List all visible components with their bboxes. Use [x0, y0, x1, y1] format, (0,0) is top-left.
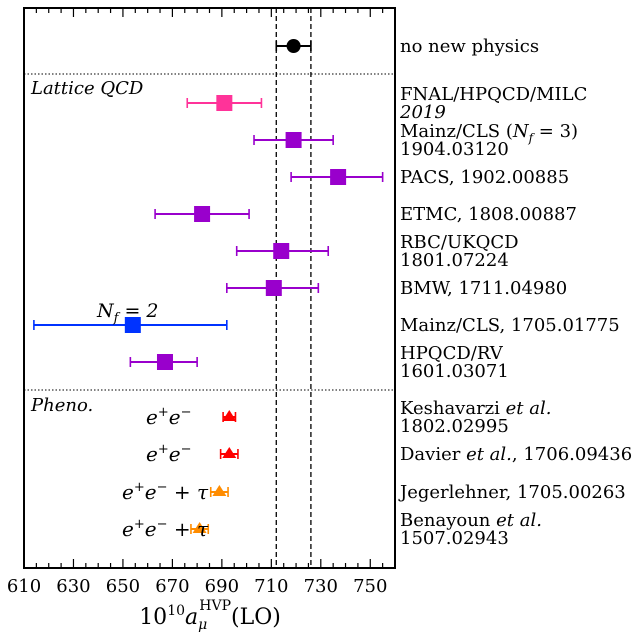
- series-note: Nf = 2: [96, 300, 159, 326]
- data-point: [235, 243, 330, 259]
- entry-label: Mainz/CLS (Nf = 3)1904.03120: [400, 121, 578, 160]
- entry-label: Jegerlehner, 1705.00263: [398, 482, 626, 503]
- entry-label-line1: FNAL/HPQCD/MILC: [400, 84, 587, 105]
- data-point: [129, 354, 198, 370]
- entry-label-line2: 1904.03120: [400, 139, 509, 160]
- triangle-marker: [222, 447, 237, 458]
- entry-label-line1: Benayoun et al.: [400, 510, 542, 531]
- square-marker: [273, 243, 290, 259]
- entry-label: Mainz/CLS, 1705.01775: [400, 315, 620, 336]
- square-marker: [216, 95, 233, 111]
- x-tick-label: 630: [56, 576, 90, 597]
- entry-label: Davier et al., 1706.09436: [400, 444, 632, 465]
- entry-label: Benayoun et al.1507.02943: [400, 510, 542, 549]
- square-marker: [124, 317, 141, 333]
- data-point: [290, 169, 384, 185]
- section-label: Pheno.: [30, 395, 93, 416]
- data-point: Nf = 2: [33, 300, 228, 333]
- x-tick-label: 710: [254, 576, 288, 597]
- triangle-marker: [222, 410, 237, 421]
- entry-label: ETMC, 1808.00887: [400, 204, 577, 225]
- data-point: [154, 206, 250, 222]
- data-point: [275, 39, 312, 53]
- data-point: e+e−: [146, 442, 239, 466]
- circle-marker: [286, 39, 301, 53]
- entry-label-line1: PACS, 1902.00885: [400, 167, 569, 188]
- triangle-marker: [212, 485, 227, 496]
- square-marker: [265, 280, 282, 296]
- x-tick-label: 650: [106, 576, 140, 597]
- entry-label-line1: Mainz/CLS, 1705.01775: [400, 315, 620, 336]
- data-point: [226, 280, 320, 296]
- entry-label: BMW, 1711.04980: [400, 278, 567, 299]
- square-marker: [156, 354, 173, 370]
- entry-labels: no new physicsFNAL/HPQCD/MILC2019Mainz/C…: [398, 36, 632, 549]
- x-tick-label: 690: [205, 576, 239, 597]
- data-point: [186, 95, 263, 111]
- data-marks: Nf = 2 e+e− e+e− e+e− + τ e+e− + τ: [33, 39, 384, 541]
- x-tick-label: 670: [155, 576, 189, 597]
- entry-label-line1: ETMC, 1808.00887: [400, 204, 577, 225]
- triangle-marker: [192, 522, 207, 533]
- data-point: [253, 132, 334, 148]
- entry-label-line1: Jegerlehner, 1705.00263: [398, 482, 626, 503]
- entry-label-line1: no new physics: [400, 36, 539, 57]
- section-label: Lattice QCD: [30, 78, 144, 99]
- entry-label-line1: HPQCD/RV: [400, 343, 504, 364]
- x-axis-label: 1010aμHVP(LO): [139, 598, 281, 633]
- entry-label: PACS, 1902.00885: [400, 167, 569, 188]
- section-separators: [24, 73, 395, 391]
- process-label: e+e−: [146, 405, 192, 429]
- process-label: e+e− + τ: [122, 480, 209, 504]
- square-marker: [330, 169, 347, 185]
- x-axis-ticks: 610 630 650 670 690 710 730 750: [7, 8, 396, 597]
- data-point: e+e− + τ: [122, 480, 229, 504]
- entry-label: no new physics: [400, 36, 539, 57]
- entry-label-line2: 1601.03071: [400, 361, 509, 382]
- process-label: e+e− + τ: [122, 517, 209, 541]
- entry-label-line1: Davier et al., 1706.09436: [400, 444, 632, 465]
- x-tick-label: 610: [7, 576, 41, 597]
- entry-label-line2: 1507.02943: [400, 528, 509, 549]
- section-labels: Lattice QCD Pheno.: [30, 78, 144, 416]
- data-point: e+e− + τ: [122, 517, 210, 541]
- x-tick-label: 730: [304, 576, 338, 597]
- square-marker: [285, 132, 302, 148]
- square-marker: [194, 206, 211, 222]
- entry-label-line2: 2019: [399, 102, 446, 123]
- entry-label-line1: Mainz/CLS (Nf = 3): [400, 121, 578, 145]
- x-tick-label: 750: [353, 576, 387, 597]
- entry-label-line2: 1801.07224: [400, 250, 509, 271]
- entry-label-line2: 1802.02995: [400, 416, 509, 437]
- data-point: e+e−: [146, 405, 237, 429]
- entry-label-line1: BMW, 1711.04980: [400, 278, 567, 299]
- entry-label: Keshavarzi et al.1802.02995: [400, 398, 551, 437]
- process-label: e+e−: [146, 442, 192, 466]
- entry-label-line1: RBC/UKQCD: [400, 232, 519, 253]
- entry-label-line1: Keshavarzi et al.: [400, 398, 551, 419]
